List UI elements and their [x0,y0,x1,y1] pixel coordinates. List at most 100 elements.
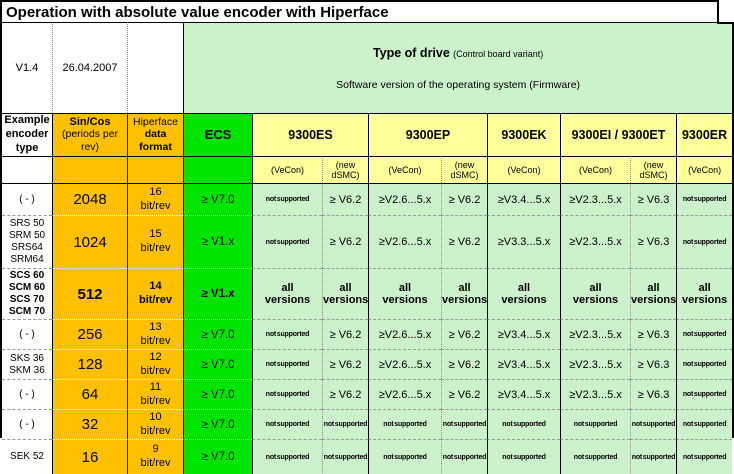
col-header-9300ep: 9300EP [368,113,487,156]
9300es-dsmc-cell: ≥ V6.2 [322,183,368,215]
ecs-version-cell: ≥ V1.x [183,268,252,319]
ecs-version-cell: ≥ V7.0 [183,349,252,379]
encoder-type-cell: SRS 50 SRM 50 SRS64 SRM64 [2,215,52,268]
hiperface-format-cell: 9 bit/rev [127,439,183,474]
9300ei-et-vecon-cell: not supported [560,409,630,439]
type-of-drive-title: Type of drive (Control board variant) [372,46,544,60]
9300ei-et-dsmc-cell: ≥ V6.3 [630,183,676,215]
9300ei-et-vecon-cell: ≥V2.3...5.x [560,379,630,409]
subhead-9300es-vecon: (VeCon) [252,156,322,183]
9300ei-et-dsmc-cell: ≥ V6.3 [630,379,676,409]
9300ek-vecon-cell: ≥V3.4...5.x [487,183,560,215]
sincos-periods-cell: 2048 [52,183,127,215]
ecs-version-cell: ≥ V7.0 [183,183,252,215]
subhead-9300ei-et-vecon: (VeCon) [560,156,630,183]
sincos-periods-cell: 256 [52,319,127,349]
column-header-row: Example encoder type Sin/Cos (periods per… [2,113,733,156]
encoder-row: ( - ) 64 11 bit/rev ≥ V7.0 not supported ≥ V6… [2,379,733,409]
9300er-vecon-cell: all versions [676,268,733,319]
sincos-periods-cell: 128 [52,349,127,379]
9300es-vecon-cell: not supported [252,319,322,349]
9300es-dsmc-cell: ≥ V6.2 [322,349,368,379]
type-of-drive-header: Type of drive (Control board variant) So… [183,22,733,113]
9300ek-vecon-cell: ≥V3.4...5.x [487,379,560,409]
9300ei-et-dsmc-cell: not supported [630,439,676,474]
ecs-version-cell: ≥ V1.x [183,215,252,268]
9300ep-vecon-cell: all versions [368,268,441,319]
9300es-vecon-cell: all versions [252,268,322,319]
hiperface-format-cell: 13 bit/rev [127,319,183,349]
9300ep-dsmc-cell: ≥ V6.2 [441,183,487,215]
9300ep-dsmc-cell: ≥ V6.2 [441,319,487,349]
9300es-vecon-cell: not supported [252,379,322,409]
sincos-periods-cell: 512 [52,268,127,319]
col-header-9300es: 9300ES [252,113,368,156]
empty-meta-cell [127,22,183,113]
9300ei-et-dsmc-cell: ≥ V6.3 [630,215,676,268]
encoder-row: ( - ) 256 13 bit/rev ≥ V7.0 not supported ≥ V… [2,319,733,349]
hiperface-format-cell: 12 bit/rev [127,349,183,379]
subhead-empty-encoder [2,156,52,183]
9300es-vecon-cell: not supported [252,409,322,439]
col-header-9300ek: 9300EK [487,113,560,156]
9300es-dsmc-cell: ≥ V6.2 [322,379,368,409]
col-header-9300er: 9300ER [676,113,733,156]
subhead-9300ep-vecon: (VeCon) [368,156,441,183]
encoder-type-cell: SKS 36 SKM 36 [2,349,52,379]
encoder-type-cell: SEK 52 [2,439,52,474]
col-header-hiperface: Hiperface data format [127,113,183,156]
9300ep-vecon-cell: ≥V2.6...5.x [368,379,441,409]
9300ek-vecon-cell: not supported [487,409,560,439]
version-label: V1.4 [2,22,52,113]
col-header-encoder-type: Example encoder type [2,113,52,156]
hiperface-format-cell: 16 bit/rev [127,183,183,215]
meta-row: V1.4 26.04.2007 Type of drive (Control b… [2,22,733,113]
9300es-vecon-cell: not supported [252,183,322,215]
sub-header-row: (VeCon) (new dSMC) (VeCon) (new dSMC) (V… [2,156,733,183]
9300ek-vecon-cell: ≥V3.3...5.x [487,215,560,268]
ecs-version-cell: ≥ V7.0 [183,319,252,349]
9300ep-dsmc-cell: ≥ V6.2 [441,349,487,379]
9300ep-dsmc-cell: ≥ V6.2 [441,379,487,409]
encoder-row: SEK 52 16 9 bit/rev ≥ V7.0 not supported not … [2,439,733,474]
9300er-vecon-cell: not supported [676,379,733,409]
encoder-type-cell: ( - ) [2,379,52,409]
9300ek-vecon-cell: not supported [487,439,560,474]
subhead-empty-sincos [52,156,127,183]
sincos-periods-cell: 16 [52,439,127,474]
9300ei-et-dsmc-cell: ≥ V6.3 [630,349,676,379]
9300ei-et-dsmc-cell: all versions [630,268,676,319]
9300ep-dsmc-cell: all versions [441,268,487,319]
firmware-subtitle: Software version of the operating system… [336,79,581,91]
sincos-periods-cell: 64 [52,379,127,409]
sincos-periods-cell: 1024 [52,215,127,268]
9300ep-dsmc-cell: not supported [441,439,487,474]
9300ek-vecon-cell: ≥V3.4...5.x [487,319,560,349]
encoder-row: SKS 36 SKM 36 128 12 bit/rev ≥ V7.0 not supp… [2,349,733,379]
9300er-vecon-cell: not supported [676,409,733,439]
9300ep-vecon-cell: ≥V2.6...5.x [368,319,441,349]
9300ei-et-vecon-cell: ≥V2.3...5.x [560,183,630,215]
date-label: 26.04.2007 [52,22,127,113]
9300ei-et-dsmc-cell: ≥ V6.3 [630,319,676,349]
9300er-vecon-cell: not supported [676,319,733,349]
9300es-vecon-cell: not supported [252,215,322,268]
hiperface-format-cell: 15 bit/rev [127,215,183,268]
encoder-row: ( - ) 32 10 bit/rev ≥ V7.0 not supported not … [2,409,733,439]
9300ep-dsmc-cell: ≥ V6.2 [441,215,487,268]
hiperface-format-cell: 14 bit/rev [127,268,183,319]
title-bar-right-notch [717,0,734,24]
title-row: Operation with absolute value encoder wi… [2,2,733,22]
9300ei-et-vecon-cell: ≥V2.3...5.x [560,215,630,268]
subhead-9300ep-dsmc: (new dSMC) [441,156,487,183]
9300es-vecon-cell: not supported [252,349,322,379]
9300es-dsmc-cell: ≥ V6.2 [322,215,368,268]
encoder-type-cell: ( - ) [2,409,52,439]
encoder-type-cell: ( - ) [2,183,52,215]
ecs-version-cell: ≥ V7.0 [183,439,252,474]
9300er-vecon-cell: not supported [676,439,733,474]
9300ek-vecon-cell: ≥V3.4...5.x [487,349,560,379]
subhead-empty-hiperface [127,156,183,183]
9300ei-et-vecon-cell: ≥V2.3...5.x [560,319,630,349]
subhead-empty-ecs [183,156,252,183]
